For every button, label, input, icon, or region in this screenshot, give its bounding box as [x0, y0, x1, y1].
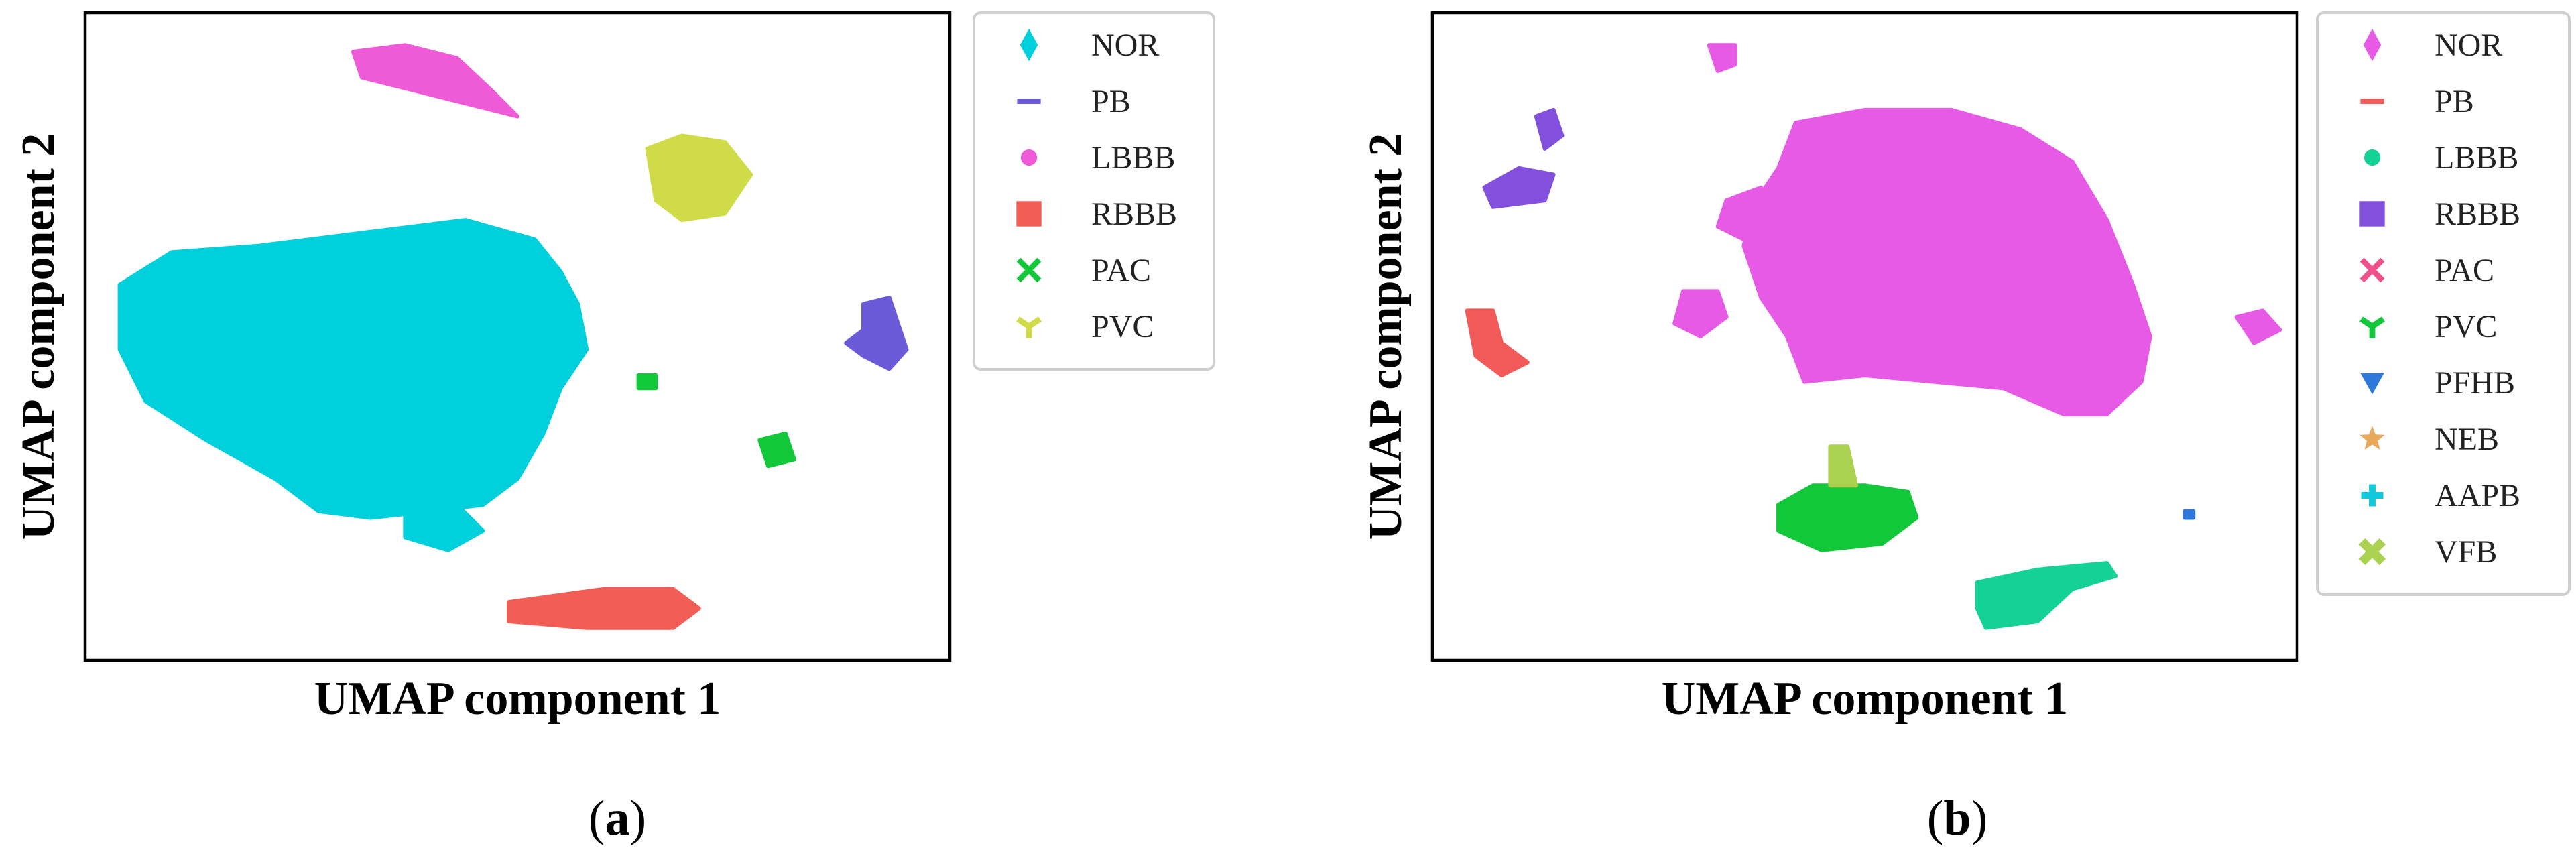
legend-a: NOR PB LBBB RBBB PAC PVC	[973, 11, 1215, 371]
legend-marker-rbbb	[2359, 201, 2385, 227]
legend-label-aapb: AAPB	[2435, 478, 2520, 513]
legend-label-pac: PAC	[1091, 253, 1151, 288]
legend-marker-nor	[1020, 28, 1038, 62]
panel-label-b-letter: b	[1943, 791, 1971, 846]
plot-area-b	[1430, 11, 2299, 662]
cluster-pb	[844, 296, 909, 371]
cluster-nor	[1707, 43, 1737, 73]
legend-label-pvc: PVC	[2435, 309, 2497, 345]
cluster-lbbb	[351, 43, 519, 119]
cluster-pb	[1465, 308, 1530, 377]
legend-marker-aapb	[2361, 484, 2384, 507]
legend-label-lbbb: LBBB	[1091, 140, 1175, 176]
cluster-nor	[2234, 308, 2282, 345]
legend-marker-vfb	[2358, 538, 2386, 566]
legend-label-nor: NOR	[2435, 27, 2502, 63]
x-axis-label-b: UMAP component 1	[1662, 673, 2069, 725]
legend-label-pb: PB	[1091, 84, 1131, 119]
cluster-rbbb	[1534, 107, 1565, 151]
legend-marker-lbbb	[2364, 149, 2381, 166]
legend-label-rbbb: RBBB	[1091, 196, 1177, 232]
legend-marker-pac	[1016, 257, 1042, 283]
plot-area-a	[83, 11, 952, 662]
panel-label-a-letter: a	[605, 791, 630, 846]
cluster-vfb	[1828, 444, 1859, 488]
legend-label-pvc: PVC	[1091, 309, 1154, 345]
cluster-rbbb	[507, 587, 701, 630]
legend-marker-pb	[2360, 99, 2384, 104]
cluster-nor	[1715, 185, 1780, 242]
y-axis-label-b: UMAP component 2	[1360, 133, 1412, 540]
cluster-nor	[1672, 289, 1729, 338]
cluster-nor	[403, 503, 485, 552]
legend-label-rbbb: RBBB	[2435, 196, 2520, 232]
legend-marker-pac	[2359, 257, 2385, 283]
cluster-nor	[117, 218, 589, 520]
legend-label-pb: PB	[2435, 84, 2474, 119]
panel-label-a: (a)	[589, 791, 646, 846]
cluster-pac	[636, 373, 658, 391]
legend-marker-neb	[2359, 426, 2385, 450]
panel-label-b: (b)	[1927, 791, 1987, 846]
x-axis-label-a: UMAP component 1	[314, 673, 721, 725]
cluster-nor	[1741, 107, 2152, 416]
cluster-lbbb	[1975, 561, 2118, 630]
cluster-pfhb	[2183, 509, 2196, 520]
legend-label-neb: NEB	[2435, 422, 2499, 457]
panel-b: UMAP component 1 UMAP component 2 NOR PB L…	[1360, 11, 2571, 846]
scatter-points-a	[117, 43, 909, 630]
legend-label-pac: PAC	[2435, 253, 2494, 288]
legend-label-pfhb: PFHB	[2435, 365, 2515, 401]
legend-marker-pfhb	[2360, 373, 2384, 395]
cluster-pac	[757, 431, 796, 469]
legend-label-nor: NOR	[1091, 27, 1159, 63]
scatter-points-b	[1465, 43, 2282, 630]
legend-marker-lbbb	[1020, 149, 1038, 166]
cluster-pvc	[1776, 483, 1919, 552]
legend-marker-pb	[1017, 99, 1041, 104]
legend-b: NOR PB LBBB RBBB PAC PVC PFHB NEB AAPB VFB	[2316, 11, 2571, 596]
legend-marker-rbbb	[1016, 201, 1042, 227]
panel-a: UMAP component 1 UMAP component 2 NOR PB L…	[13, 11, 1215, 846]
legend-label-vfb: VFB	[2435, 534, 2497, 570]
legend-label-lbbb: LBBB	[2435, 140, 2518, 176]
legend-marker-nor	[2363, 28, 2382, 62]
cluster-rbbb	[1482, 166, 1556, 209]
legend-marker-pvc	[2359, 316, 2385, 338]
y-axis-label-a: UMAP component 2	[13, 133, 64, 540]
cluster-pvc	[645, 133, 753, 223]
legend-marker-pvc	[1016, 316, 1042, 338]
